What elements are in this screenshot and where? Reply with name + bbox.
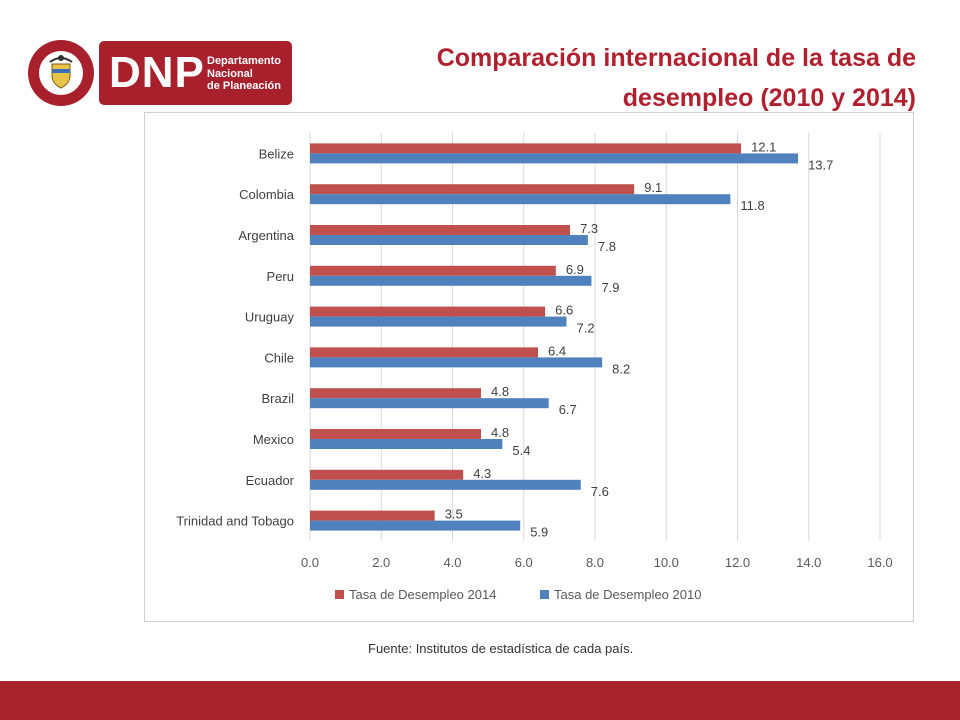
x-tick-label: 6.0 (515, 555, 533, 570)
data-label: 7.6 (591, 484, 609, 499)
legend-entry: Tasa de Desempleo 2010 (554, 587, 701, 602)
x-tick-label: 4.0 (443, 555, 461, 570)
data-label: 4.8 (491, 384, 509, 399)
bar (310, 429, 481, 439)
category-label: Colombia (239, 187, 295, 202)
bar (310, 275, 592, 286)
data-label: 6.6 (555, 303, 573, 318)
data-label: 7.8 (598, 239, 616, 254)
category-label: Peru (267, 269, 294, 284)
category-label: Uruguay (245, 310, 295, 325)
category-label: Ecuador (246, 473, 295, 488)
bar (310, 184, 635, 195)
bar (310, 265, 556, 276)
bar-chart: 0.0 2.0 4.0 6.0 8.0 10.0 12.0 14.0 16.0 Belize 12.… (176, 133, 893, 602)
data-label: 5.4 (512, 443, 530, 458)
bar (310, 479, 581, 490)
data-label: 6.4 (548, 343, 566, 358)
bar (310, 510, 435, 521)
bar (310, 439, 503, 449)
data-label: 4.8 (491, 425, 509, 440)
data-label: 3.5 (445, 507, 463, 522)
bar (310, 520, 521, 531)
bar (310, 153, 799, 164)
x-tick-label: 10.0 (654, 555, 679, 570)
bar (310, 143, 742, 154)
bar (310, 306, 546, 317)
data-label: 5.9 (530, 525, 548, 540)
page-title: Comparación internacional de la tasa de … (316, 38, 916, 118)
bar (310, 225, 571, 235)
dnp-brand-box: DNP Departamento Nacional de Planeación (99, 41, 292, 105)
data-label: 13.7 (808, 157, 833, 172)
bar (310, 316, 567, 327)
legend-entry: Tasa de Desempleo 2014 (349, 587, 496, 602)
data-label: 7.2 (577, 321, 595, 336)
footer-bar (0, 681, 960, 720)
category-label: Chile (264, 350, 294, 365)
data-label: 6.7 (559, 402, 577, 417)
category-label: Belize (259, 146, 294, 161)
bar (310, 469, 464, 480)
category-label: Brazil (261, 391, 294, 406)
bar (310, 347, 538, 358)
coat-of-arms-icon (28, 40, 94, 106)
bar (310, 235, 588, 245)
x-tick-label: 16.0 (867, 555, 892, 570)
category-label: Trinidad and Tobago (176, 514, 294, 529)
bar (310, 398, 549, 409)
category-label: Argentina (238, 228, 294, 243)
data-label: 6.9 (566, 262, 584, 277)
category-label: Mexico (253, 432, 294, 447)
x-tick-label: 8.0 (586, 555, 604, 570)
x-tick-label: 0.0 (301, 555, 319, 570)
data-label: 7.3 (580, 221, 598, 236)
brand-sub-line2: Nacional (207, 67, 253, 80)
x-tick-label: 14.0 (796, 555, 821, 570)
legend-swatch (335, 590, 344, 599)
chart-frame: 0.0 2.0 4.0 6.0 8.0 10.0 12.0 14.0 16.0 Belize 12.… (144, 112, 914, 622)
data-label: 12.1 (751, 139, 776, 154)
data-label: 8.2 (612, 361, 630, 376)
brand-sub-line1: Departamento (207, 55, 281, 67)
x-tick-label: 12.0 (725, 555, 750, 570)
data-label: 9.1 (644, 180, 662, 195)
data-label: 7.9 (601, 280, 619, 295)
bar (310, 194, 731, 205)
legend-swatch (540, 590, 549, 599)
bar (310, 388, 481, 399)
bar (310, 357, 603, 368)
source-note: Fuente: Institutos de estadística de cad… (368, 641, 634, 656)
brand-name: DNP (109, 48, 205, 97)
x-tick-label: 2.0 (372, 555, 390, 570)
title-line-2: desempleo (2010 y 2014) (622, 84, 916, 112)
data-label: 11.8 (740, 198, 764, 213)
brand-subtitle: Departamento Nacional de Planeación (207, 55, 281, 93)
dnp-logo: DNP Departamento Nacional de Planeación (26, 38, 292, 108)
data-label: 4.3 (473, 466, 491, 481)
brand-sub-line3: de Planeación (207, 80, 281, 92)
title-line-1: Comparación internacional de la tasa de (436, 44, 916, 72)
